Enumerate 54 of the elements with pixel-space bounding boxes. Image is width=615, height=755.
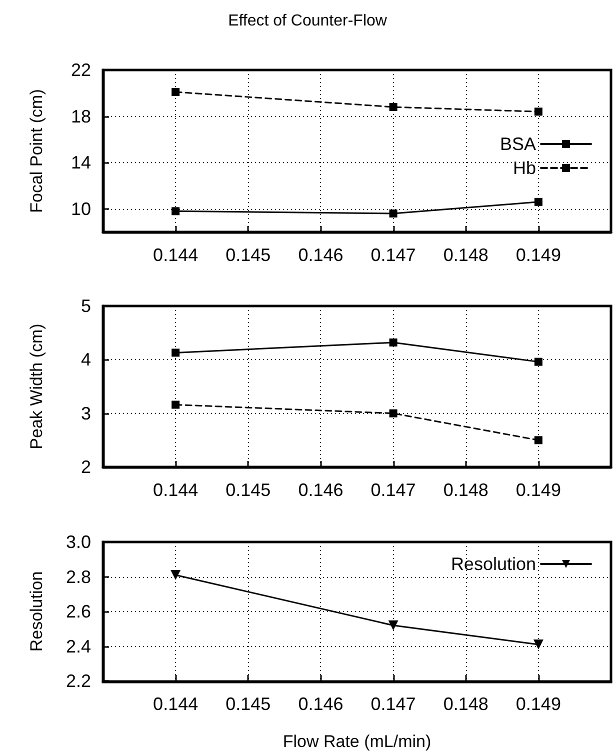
y-tick-label: 2.4 — [66, 636, 91, 656]
x-tick-label: 0.148 — [443, 694, 488, 714]
x-tick-label: 0.147 — [370, 245, 416, 265]
point — [170, 570, 181, 580]
y-tick-label: 22 — [70, 60, 91, 80]
point — [389, 103, 398, 112]
y-axis-title: Peak Width (cm) — [27, 324, 46, 450]
x-tick-label: 0.146 — [298, 480, 344, 500]
y-tick-label: 18 — [70, 106, 91, 126]
point — [534, 108, 542, 116]
point — [389, 209, 398, 218]
y-axis-title: Resolution — [27, 571, 46, 652]
x-tick-label: 0.149 — [516, 245, 561, 265]
point — [389, 338, 398, 346]
x-tick-label: 0.144 — [153, 245, 198, 265]
x-tick-label: 0.149 — [516, 694, 561, 714]
y-tick-label: 3 — [80, 403, 91, 424]
point — [172, 88, 180, 96]
x-tick-label: 0.144 — [153, 480, 198, 500]
x-tick-label: 0.146 — [298, 245, 344, 265]
y-tick-label: 2 — [80, 457, 91, 477]
x-tick-label: 0.148 — [443, 480, 488, 500]
point — [172, 400, 180, 409]
point — [388, 620, 398, 630]
y-axis-title: Focal Point (cm) — [27, 89, 46, 213]
point — [534, 436, 542, 444]
y-tick-label: 14 — [70, 152, 91, 173]
y-tick-label: 5 — [80, 296, 91, 316]
y-tick-label: 3.0 — [66, 532, 91, 552]
legend-label: Resolution — [450, 554, 536, 574]
point — [172, 348, 180, 357]
x-tick-label: 0.148 — [443, 245, 488, 265]
chart-title: Effect of Counter-Flow — [228, 12, 388, 30]
legend-label: BSA — [500, 134, 536, 154]
y-tick-label: 10 — [70, 198, 91, 219]
point — [534, 198, 542, 206]
x-tick-label: 0.149 — [516, 480, 561, 500]
y-tick-label: 4 — [80, 350, 91, 370]
point — [172, 207, 180, 216]
x-tick-label: 0.145 — [226, 245, 271, 265]
x-tick-label: 0.146 — [298, 694, 344, 714]
point — [533, 640, 544, 650]
x-tick-label: 0.147 — [370, 694, 416, 714]
point — [534, 358, 542, 366]
x-tick-label: 0.147 — [370, 480, 416, 500]
x-tick-label: 0.145 — [226, 480, 271, 500]
y-tick-label: 2.8 — [66, 566, 91, 587]
legend-label: Hb — [512, 158, 536, 178]
y-tick-label: 2.2 — [66, 671, 91, 691]
x-tick-label: 0.144 — [153, 694, 198, 714]
point — [389, 409, 398, 418]
x-axis-title: Flow Rate (mL/min) — [282, 732, 432, 751]
x-tick-label: 0.145 — [226, 694, 271, 714]
y-tick-label: 2.6 — [66, 602, 91, 622]
